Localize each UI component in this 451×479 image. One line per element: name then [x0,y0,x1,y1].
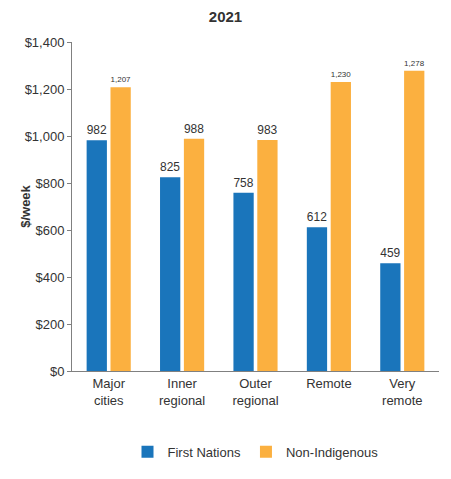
svg-text:$/week: $/week [18,184,33,227]
svg-text:$0: $0 [50,364,64,379]
svg-text:Innerregional: Innerregional [159,376,205,408]
svg-text:$1,400: $1,400 [25,35,65,50]
svg-text:$800: $800 [35,176,64,191]
svg-text:758: 758 [233,176,253,190]
svg-text:$1,200: $1,200 [25,82,65,97]
svg-text:1,278: 1,278 [404,59,425,68]
svg-text:988: 988 [184,122,204,136]
svg-text:$600: $600 [35,223,64,238]
svg-text:Remote: Remote [306,376,352,391]
svg-text:459: 459 [380,246,400,260]
svg-text:612: 612 [307,210,327,224]
svg-text:983: 983 [257,123,277,137]
svg-text:982: 982 [87,123,107,137]
svg-text:1,230: 1,230 [331,70,352,79]
svg-text:First Nations: First Nations [168,445,241,460]
svg-text:Veryremote: Veryremote [382,376,422,408]
svg-text:825: 825 [160,160,180,174]
svg-text:Outerregional: Outerregional [232,376,278,408]
svg-text:2021: 2021 [209,8,242,25]
svg-text:Non-Indigenous: Non-Indigenous [286,445,378,460]
svg-text:$400: $400 [35,270,64,285]
svg-text:$1,000: $1,000 [25,129,65,144]
svg-text:$200: $200 [35,317,64,332]
svg-text:Majorcities: Majorcities [92,376,125,408]
svg-text:1,207: 1,207 [111,75,132,84]
